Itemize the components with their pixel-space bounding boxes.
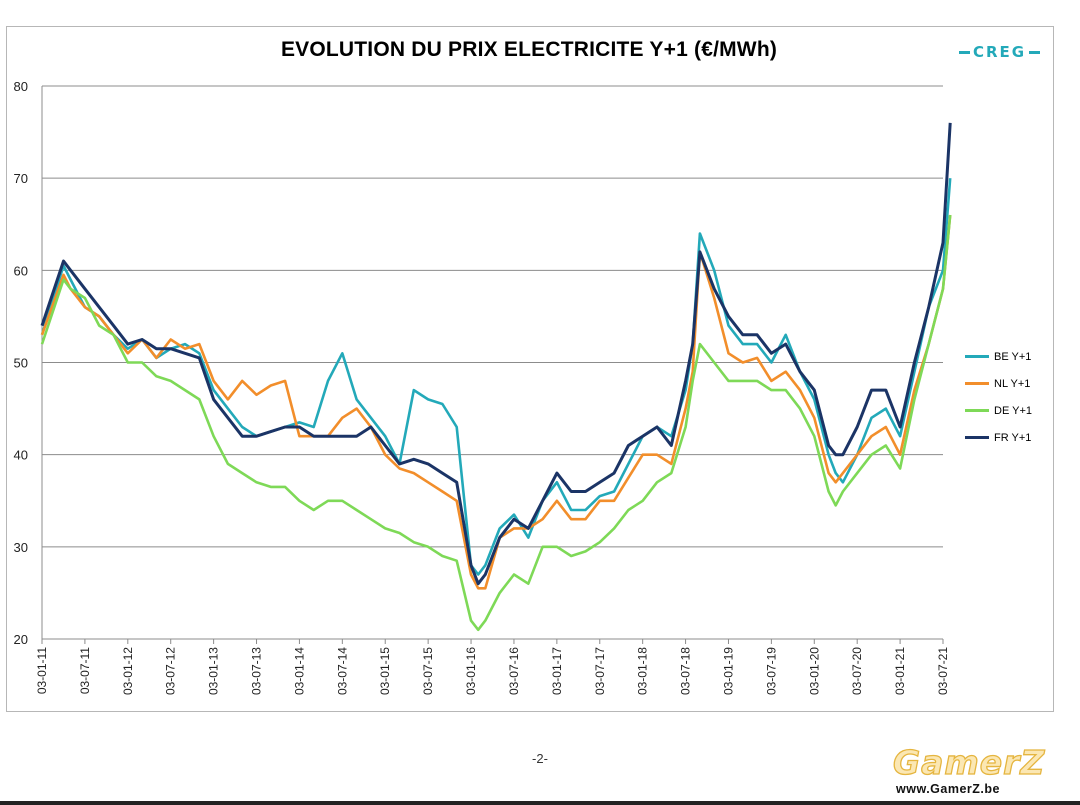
x-tick-label: 03-07-13 (250, 647, 264, 695)
legend-swatch (965, 355, 989, 358)
x-tick-label: 03-01-16 (464, 647, 478, 695)
series-line-be (40, 178, 952, 576)
x-tick-label: 03-01-12 (121, 647, 135, 695)
chart-legend: BE Y+1 NL Y+1 DE Y+1 FR Y+1 (965, 343, 1032, 451)
y-tick-label: 40 (14, 448, 28, 463)
legend-swatch (965, 436, 989, 439)
y-tick-label: 80 (14, 79, 28, 94)
watermark-logo: GamerZ (892, 743, 1046, 782)
x-tick-label: 03-01-20 (807, 647, 821, 695)
x-tick-label: 03-01-15 (378, 647, 392, 695)
legend-item: DE Y+1 (965, 397, 1032, 424)
legend-label: BE Y+1 (994, 350, 1032, 363)
y-tick-label: 50 (14, 356, 28, 371)
logo-dash-left (959, 50, 970, 54)
y-tick-label: 20 (14, 632, 28, 647)
watermark-url: www.GamerZ.be (896, 782, 1000, 796)
x-tick-label: 03-07-14 (335, 647, 349, 695)
legend-item: BE Y+1 (965, 343, 1032, 370)
legend-label: DE Y+1 (994, 404, 1033, 417)
creg-logo: CREG (956, 43, 1043, 61)
y-tick-label: 60 (14, 263, 28, 278)
x-tick-label: 03-07-12 (164, 647, 178, 695)
chart-frame (6, 26, 1054, 712)
x-tick-label: 03-07-17 (593, 647, 607, 695)
bottom-bar (0, 801, 1080, 805)
x-tick-label: 03-07-20 (850, 647, 864, 695)
x-tick-label: 03-07-18 (679, 647, 693, 695)
legend-label: FR Y+1 (994, 431, 1032, 444)
x-tick-label: 03-01-18 (636, 647, 650, 695)
legend-item: FR Y+1 (965, 424, 1032, 451)
x-tick-label: 03-01-19 (721, 647, 735, 695)
y-tick-label: 30 (14, 540, 28, 555)
series-line-nl (40, 214, 952, 590)
y-tick-label: 70 (14, 171, 28, 186)
logo-text: CREG (973, 43, 1027, 61)
x-tick-label: 03-07-15 (421, 647, 435, 695)
legend-swatch (965, 382, 989, 385)
logo-dash-right (1029, 50, 1041, 54)
x-tick-label: 03-01-13 (207, 647, 221, 695)
x-tick-label: 03-07-21 (936, 647, 950, 695)
chart-title: EVOLUTION DU PRIX ELECTRICITE Y+1 (€/MWh… (280, 38, 778, 61)
x-tick-label: 03-07-16 (507, 647, 521, 695)
x-tick-label: 03-01-17 (550, 647, 564, 695)
legend-item: NL Y+1 (965, 370, 1032, 397)
x-tick-label: 03-07-11 (78, 647, 92, 694)
page-number: -2- (532, 751, 548, 766)
series-line-fr (40, 122, 952, 586)
legend-swatch (965, 409, 989, 412)
x-tick-label: 03-01-21 (893, 647, 907, 695)
x-tick-label: 03-01-14 (292, 647, 306, 695)
legend-label: NL Y+1 (994, 377, 1031, 390)
x-tick-label: 03-01-11 (35, 647, 49, 694)
series-line-de (40, 214, 952, 632)
x-tick-label: 03-07-19 (764, 647, 778, 695)
